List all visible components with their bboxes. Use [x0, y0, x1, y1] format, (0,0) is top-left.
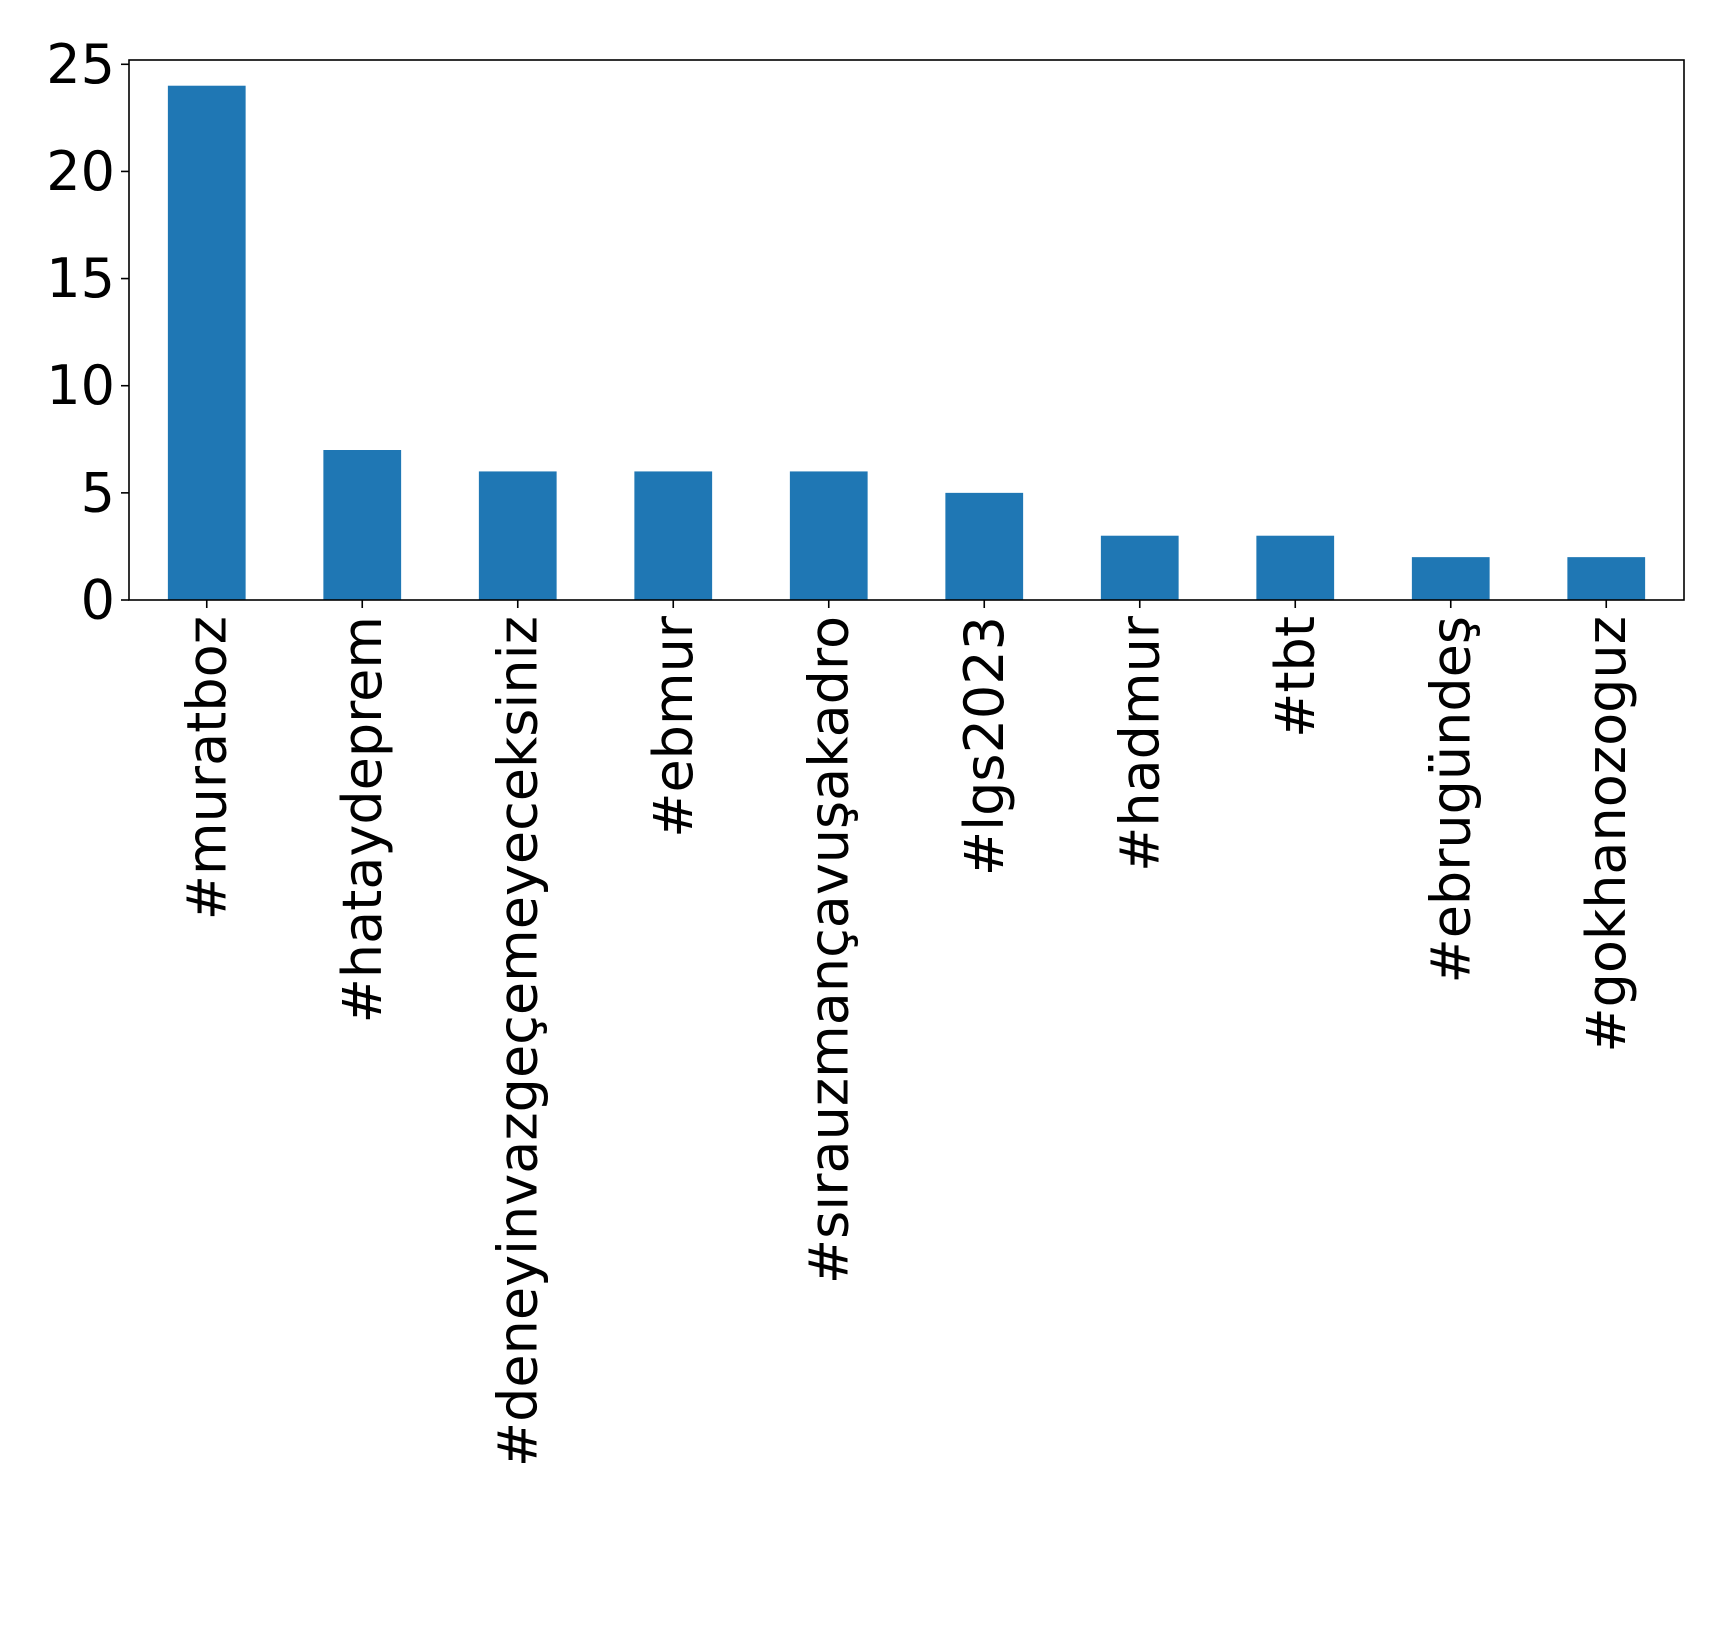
y-tick-label: 20 — [46, 140, 115, 203]
bar — [1567, 557, 1646, 600]
y-axis: 0 5 10 15 20 25 — [46, 33, 129, 632]
x-tick-label: #lgs2023 — [953, 616, 1016, 876]
y-tick-label: 10 — [46, 354, 115, 417]
x-tick-label: #hadmur — [1108, 615, 1171, 872]
x-axis: #muratboz #hataydeprem #deneyinvazgeçemeye… — [175, 600, 1638, 1467]
bar — [634, 471, 713, 600]
bar — [789, 471, 868, 600]
plot-frame — [128, 59, 1685, 601]
bar — [1411, 557, 1490, 600]
x-tick-label: #tbt — [1264, 616, 1327, 738]
x-tick-label: #hataydeprem — [331, 616, 394, 1023]
bar — [945, 492, 1024, 600]
x-tick-label: #muratboz — [175, 616, 238, 920]
bar — [167, 85, 246, 600]
y-tick-label: 25 — [46, 33, 115, 96]
y-tick-label: 0 — [81, 569, 115, 632]
bar — [1256, 535, 1335, 600]
bar — [1100, 535, 1179, 600]
y-tick-label: 15 — [46, 247, 115, 310]
x-tick-label: #ebrugündeş — [1419, 616, 1482, 984]
x-tick-label: #deneyinvazgeçemeyeceksiniz — [486, 616, 549, 1467]
y-tick-label: 5 — [81, 461, 115, 524]
bar — [478, 471, 557, 600]
x-tick-label: #ebmur — [642, 615, 705, 838]
bar — [323, 450, 402, 600]
x-tick-label: #gokhanozoguz — [1575, 616, 1638, 1053]
bars-group — [167, 85, 1646, 600]
x-tick-label: #sırauzmançavuşakadro — [797, 616, 860, 1284]
